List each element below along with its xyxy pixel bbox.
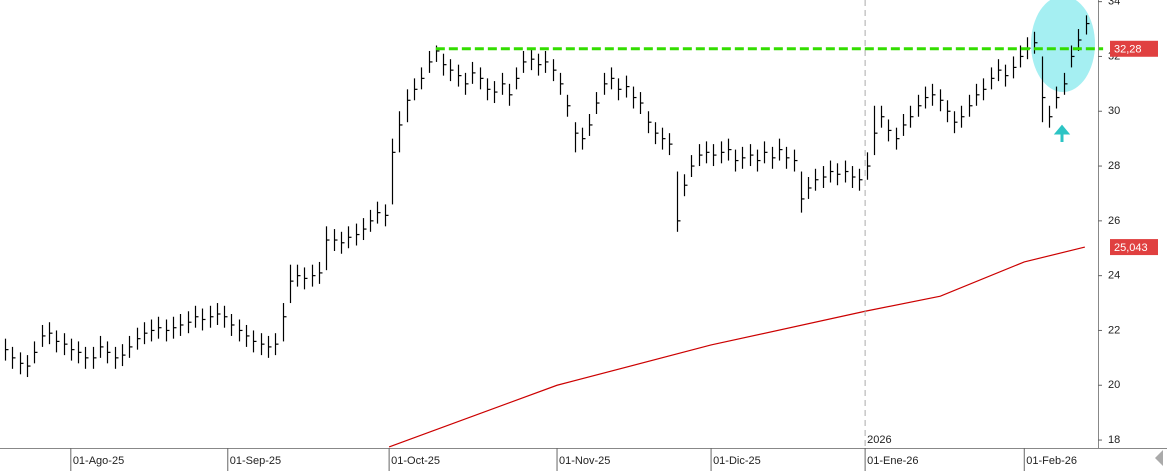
y-tick-label: 20 [1108, 379, 1120, 391]
x-tick-label: 01-Feb-26 [1026, 455, 1077, 467]
y-tick-label: 30 [1108, 105, 1120, 117]
y-tick-label: 24 [1108, 270, 1120, 282]
ma-last-label: 25,043 [1114, 242, 1148, 254]
year-label: 2026 [867, 434, 891, 446]
x-tick-label: 01-Ene-26 [867, 455, 918, 467]
ma-last-box [1110, 239, 1158, 256]
highlight-ellipse [1031, 0, 1095, 92]
x-tick-label: 01-Dic-25 [713, 455, 761, 467]
y-tick-label: 26 [1108, 215, 1120, 227]
x-tick-label: 01-Ago-25 [73, 455, 124, 467]
y-tick-label: 22 [1108, 324, 1120, 336]
y-tick-label: 18 [1108, 434, 1120, 446]
resistance-box [1110, 40, 1158, 57]
x-tick-label: 01-Sep-25 [230, 455, 281, 467]
x-tick-label: 01-Oct-25 [391, 455, 440, 467]
up-arrow [1053, 124, 1071, 142]
y-tick-label: 28 [1108, 160, 1120, 172]
x-tick-label: 01-Nov-25 [559, 455, 610, 467]
y-tick-label: 34 [1108, 0, 1120, 8]
corner-marker [1155, 450, 1163, 466]
plot-area [4, 15, 1090, 448]
resistance-label: 32,28 [1114, 44, 1142, 56]
